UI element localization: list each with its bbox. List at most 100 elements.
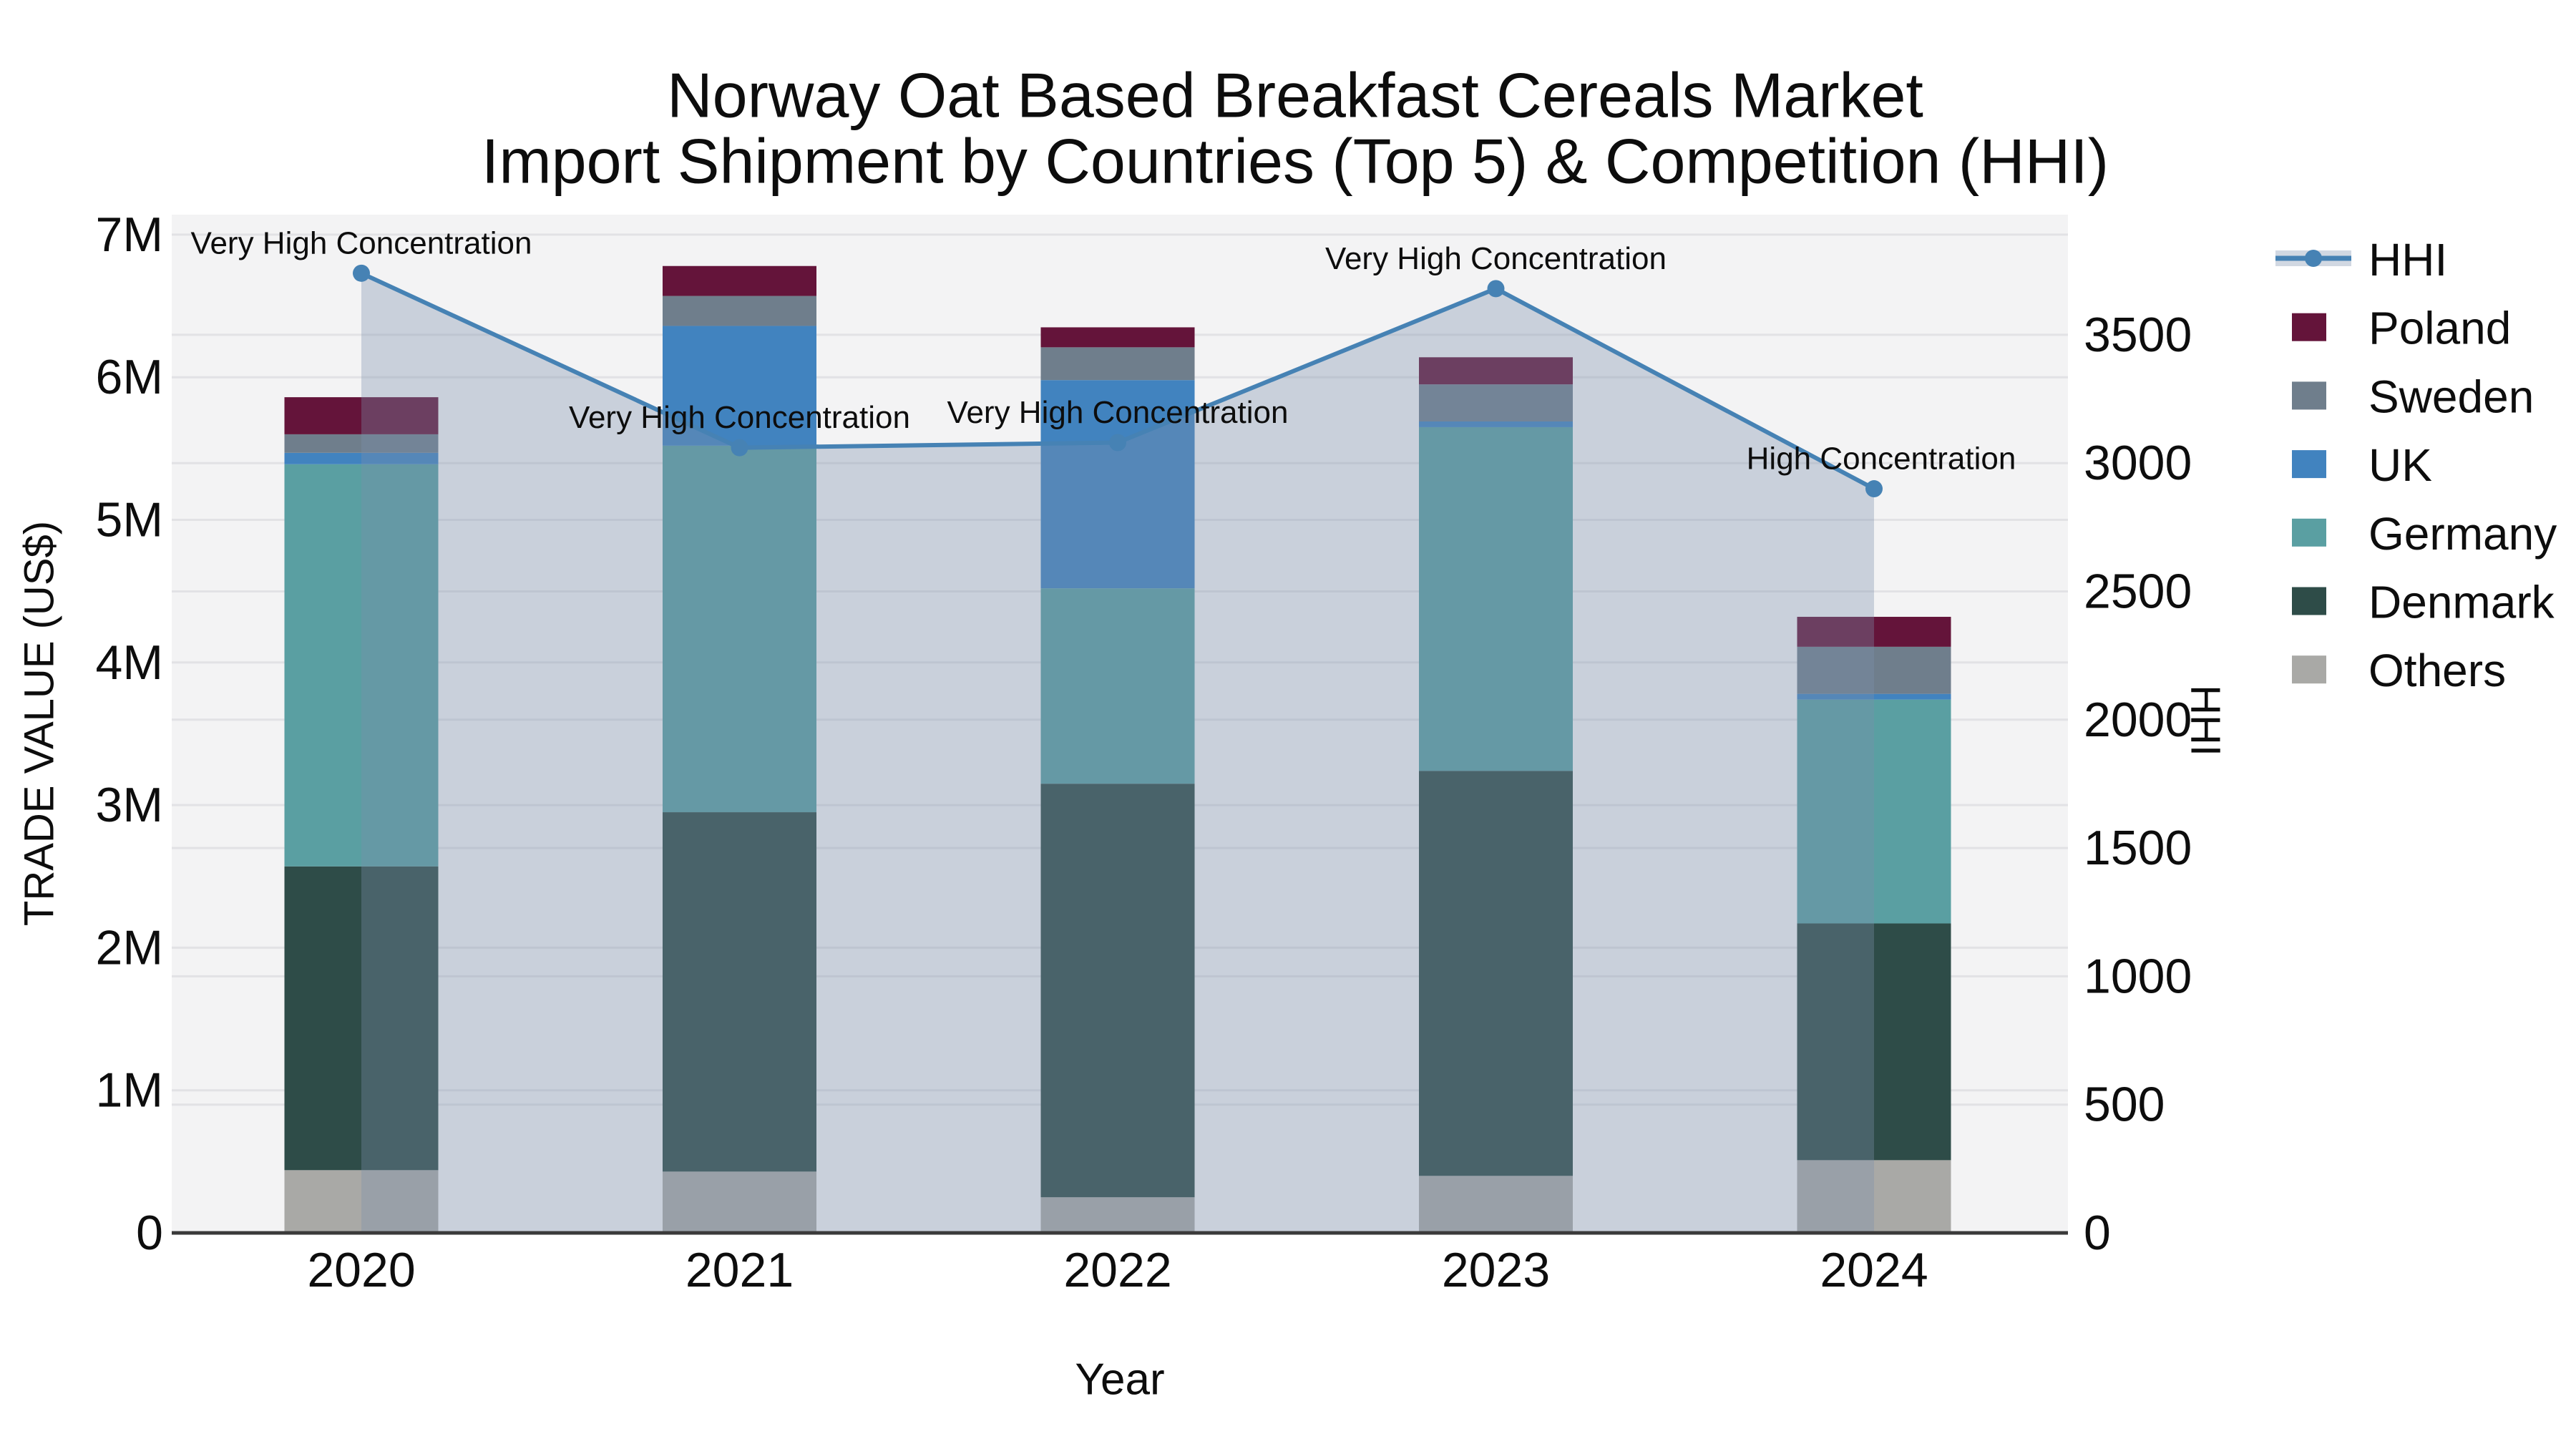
bar-segment-germany-2022 bbox=[1040, 588, 1195, 784]
legend-item-others: Others bbox=[2292, 645, 2506, 696]
legend-item-poland: Poland bbox=[2292, 303, 2511, 354]
legend-swatch-others bbox=[2292, 655, 2326, 684]
legend-swatch-uk bbox=[2292, 450, 2326, 479]
annotation-2023: Very High Concentration bbox=[1325, 241, 1667, 276]
bar-segment-germany-2020 bbox=[284, 464, 439, 867]
tick-labels-layer: 0 1M 2M 3M 4M 5M 6M 7M 0 500 1000 1500 2000 2500 3000 3… bbox=[96, 208, 2192, 1297]
bar-segment-others-2022 bbox=[1040, 1197, 1195, 1233]
hhi-marker-2022 bbox=[1109, 434, 1126, 452]
x-tick-2022: 2022 bbox=[1063, 1243, 1171, 1297]
legend-swatch-denmark bbox=[2292, 587, 2326, 615]
legend-label-poland: Poland bbox=[2368, 303, 2511, 354]
hhi-marker-2024 bbox=[1865, 480, 1883, 498]
legend: HHI Poland Sweden UK Germany Denmark Others bbox=[2275, 234, 2557, 696]
bar-2023 bbox=[1419, 357, 1573, 1233]
hhi-marker-2020 bbox=[353, 264, 370, 282]
bar-segment-poland-2023 bbox=[1419, 357, 1573, 385]
bar-segment-poland-2022 bbox=[1040, 327, 1195, 348]
bar-segment-uk-2023 bbox=[1419, 421, 1573, 427]
y-left-tick-4M: 4M bbox=[96, 635, 163, 690]
annotation-2021: Very High Concentration bbox=[569, 400, 910, 435]
bar-2024 bbox=[1797, 617, 1951, 1233]
legend-item-denmark: Denmark bbox=[2292, 577, 2555, 628]
legend-item-uk: UK bbox=[2292, 439, 2432, 491]
y-left-tick-3M: 3M bbox=[96, 778, 163, 832]
annotation-2020: Very High Concentration bbox=[191, 225, 532, 260]
y-left-tick-1M: 1M bbox=[96, 1063, 163, 1118]
y-right-tick-3000: 3000 bbox=[2084, 436, 2192, 490]
y-right-tick-1500: 1500 bbox=[2084, 821, 2192, 875]
bar-segment-sweden-2024 bbox=[1797, 646, 1951, 694]
bar-segment-uk-2020 bbox=[284, 452, 439, 464]
bar-segment-sweden-2021 bbox=[663, 296, 816, 326]
bar-segment-germany-2021 bbox=[663, 445, 816, 813]
legend-swatch-poland bbox=[2292, 313, 2326, 341]
bar-segment-sweden-2020 bbox=[284, 434, 439, 453]
y-left-tick-0: 0 bbox=[136, 1206, 163, 1260]
legend-hhi-marker-icon bbox=[2305, 250, 2322, 267]
bar-segment-denmark-2024 bbox=[1797, 923, 1951, 1161]
bar-segment-others-2021 bbox=[663, 1171, 816, 1233]
y-axis-title-left: TRADE VALUE (US$) bbox=[16, 521, 63, 926]
x-tick-2021: 2021 bbox=[686, 1243, 794, 1297]
annotation-2024: High Concentration bbox=[1747, 441, 2016, 477]
bar-segment-others-2020 bbox=[284, 1170, 439, 1233]
stacked-bars-layer bbox=[284, 265, 1951, 1233]
y-right-tick-2000: 2000 bbox=[2084, 693, 2192, 747]
x-tick-2023: 2023 bbox=[1442, 1243, 1550, 1297]
bar-2020 bbox=[284, 397, 439, 1233]
hhi-area-fill bbox=[361, 273, 1874, 1234]
bar-segment-others-2024 bbox=[1797, 1160, 1951, 1233]
bar-segment-poland-2024 bbox=[1797, 617, 1951, 647]
bar-segment-uk-2022 bbox=[1040, 380, 1195, 589]
bar-segment-sweden-2023 bbox=[1419, 384, 1573, 421]
bar-2021 bbox=[663, 265, 816, 1233]
bar-segment-sweden-2022 bbox=[1040, 347, 1195, 381]
bar-segment-denmark-2020 bbox=[284, 866, 439, 1171]
bar-segment-poland-2020 bbox=[284, 397, 439, 434]
bar-segment-germany-2024 bbox=[1797, 699, 1951, 924]
legend-swatch-germany bbox=[2292, 518, 2326, 547]
y-right-tick-2500: 2500 bbox=[2084, 565, 2192, 619]
chart-title-line2: Import Shipment by Countries (Top 5) & C… bbox=[482, 126, 2109, 197]
y-axis-title-right: HHI bbox=[2182, 685, 2229, 756]
hhi-line-layer bbox=[353, 264, 1883, 498]
y-left-tick-2M: 2M bbox=[96, 920, 163, 975]
bar-segment-denmark-2021 bbox=[663, 812, 816, 1172]
bar-segment-others-2023 bbox=[1419, 1176, 1573, 1233]
y-left-tick-5M: 5M bbox=[96, 493, 163, 547]
annotation-2022: Very High Concentration bbox=[947, 395, 1289, 430]
legend-label-hhi: HHI bbox=[2368, 234, 2447, 286]
legend-label-uk: UK bbox=[2368, 439, 2432, 491]
y-left-tick-7M: 7M bbox=[96, 208, 163, 262]
legend-label-others: Others bbox=[2368, 645, 2506, 696]
bar-segment-denmark-2023 bbox=[1419, 771, 1573, 1176]
bar-segment-germany-2023 bbox=[1419, 426, 1573, 771]
legend-label-germany: Germany bbox=[2368, 508, 2557, 560]
x-tick-2024: 2024 bbox=[1820, 1243, 1928, 1297]
legend-label-denmark: Denmark bbox=[2368, 577, 2555, 628]
y-right-tick-1000: 1000 bbox=[2084, 949, 2192, 1003]
legend-swatch-sweden bbox=[2292, 381, 2326, 410]
legend-item-sweden: Sweden bbox=[2292, 371, 2534, 422]
hhi-marker-2021 bbox=[731, 439, 748, 457]
hhi-area-layer bbox=[361, 273, 1874, 1234]
y-right-tick-3500: 3500 bbox=[2084, 308, 2192, 362]
legend-label-sweden: Sweden bbox=[2368, 371, 2534, 422]
legend-item-hhi: HHI bbox=[2275, 234, 2447, 286]
hhi-marker-2023 bbox=[1487, 280, 1505, 298]
y-left-tick-6M: 6M bbox=[96, 350, 163, 404]
annotations-layer: Very High Concentration Very High Concent… bbox=[191, 225, 2016, 476]
x-tick-2020: 2020 bbox=[307, 1243, 415, 1297]
x-axis-title: Year bbox=[1075, 1355, 1164, 1405]
bar-segment-poland-2021 bbox=[663, 265, 816, 296]
legend-item-germany: Germany bbox=[2292, 508, 2557, 560]
bar-segment-denmark-2022 bbox=[1040, 784, 1195, 1198]
chart-title-line1: Norway Oat Based Breakfast Cereals Marke… bbox=[667, 60, 1923, 131]
y-right-tick-500: 500 bbox=[2084, 1078, 2165, 1132]
y-right-tick-0: 0 bbox=[2084, 1206, 2111, 1260]
bar-segment-uk-2024 bbox=[1797, 693, 1951, 700]
bar-2022 bbox=[1040, 327, 1195, 1233]
